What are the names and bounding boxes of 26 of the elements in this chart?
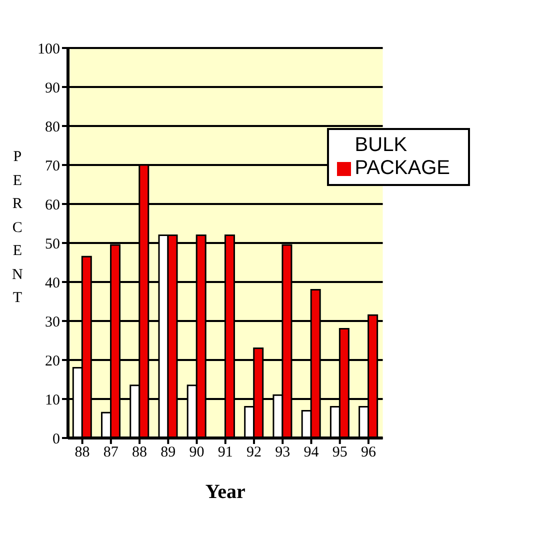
x-tick-label: 88 [132, 444, 148, 461]
x-tick-label: 93 [275, 444, 290, 461]
y-tick-label: 50 [45, 236, 60, 252]
y-tick-label: 80 [45, 119, 60, 136]
legend-label: PACKAGE [354, 157, 450, 179]
x-axis-title: Year [205, 481, 246, 503]
x-tick-label: 91 [218, 444, 233, 461]
y-tick-label: 10 [45, 392, 60, 408]
x-tick-label: 95 [332, 444, 348, 461]
x-tick-label: 89 [160, 444, 176, 461]
text: BULK [354, 134, 408, 156]
y-tick-label: 60 [45, 197, 60, 214]
y-tick-label: 20 [45, 353, 60, 370]
x-tick-label: 92 [246, 444, 262, 461]
y-tick-label: 100 [38, 41, 60, 58]
y-tick-label: 90 [45, 80, 60, 96]
y-tick-label: 30 [45, 314, 60, 330]
x-tick-label: 88 [74, 444, 90, 461]
x-tick-label: 87 [103, 444, 119, 461]
y-tick-label: 0 [52, 431, 60, 448]
y-tick-label: 70 [45, 158, 60, 174]
x-tick-label: 94 [304, 444, 320, 461]
x-tick-label: 96 [360, 444, 376, 461]
y-axis-title: PERCENT [12, 148, 23, 308]
x-tick-label: 90 [189, 444, 204, 461]
y-tick-label: 40 [45, 275, 60, 292]
